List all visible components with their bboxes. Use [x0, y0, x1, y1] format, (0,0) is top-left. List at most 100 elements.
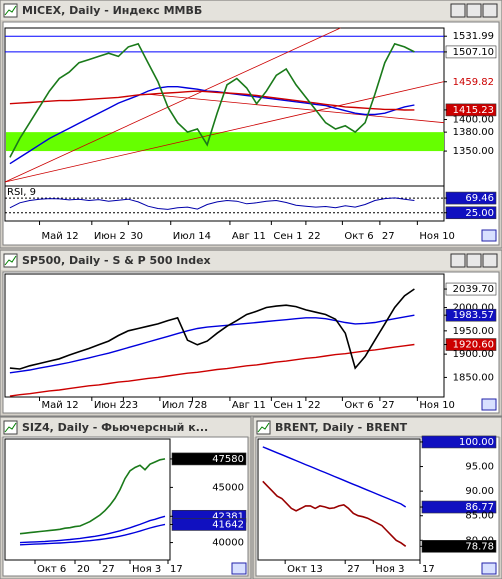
window-icon — [257, 422, 270, 433]
x-tick-label: 27 — [347, 564, 360, 575]
y-tick-label: 1380.00 — [453, 127, 494, 138]
window-icon — [4, 422, 17, 433]
x-tick-label: Окт 6 — [37, 564, 66, 575]
title-bar — [1, 1, 501, 20]
close-button[interactable] — [482, 253, 498, 268]
y-tick-label: 1415.23 — [453, 105, 494, 116]
chart-area — [2, 271, 500, 414]
window-title: BRENT, Daily - BRENT — [275, 421, 408, 434]
x-tick-label: Июн 2 — [94, 231, 126, 242]
y-tick-label: 1507.10 — [453, 47, 494, 58]
x-tick-label: Авг 11 — [232, 231, 266, 242]
price-line — [262, 480, 407, 547]
x-tick-label: Июн 2 — [94, 400, 126, 411]
moving-average — [19, 515, 166, 544]
rsi-line — [9, 197, 415, 210]
x-tick-label: 22 — [308, 400, 321, 411]
title-bar — [1, 251, 501, 270]
y-tick-label: 25.00 — [465, 208, 494, 219]
minimize-button[interactable] — [450, 3, 466, 18]
y-tick-label: 1400.00 — [453, 115, 494, 126]
y-tick-label: 1920.60 — [453, 340, 494, 351]
plot-border — [257, 438, 421, 561]
scale-button[interactable] — [231, 562, 247, 575]
x-tick-label: Сен 1 — [273, 231, 302, 242]
y-tick-label: 78.78 — [465, 541, 494, 552]
moving-average — [9, 343, 415, 397]
minimize-button[interactable] — [450, 253, 466, 268]
x-tick-label: Сен 1 — [273, 400, 302, 411]
maximize-button[interactable] — [466, 3, 482, 18]
trend-line — [148, 93, 445, 124]
x-tick-label: Ноя 3 — [375, 564, 404, 575]
y-tick-label: 2039.70 — [453, 284, 494, 295]
x-tick-label: 27 — [382, 231, 395, 242]
x-tick-label: 20 — [77, 564, 90, 575]
plot-border — [4, 438, 171, 561]
title-bar — [1, 418, 250, 437]
price-line — [19, 458, 166, 535]
y-tick-label: 1350.00 — [453, 146, 494, 157]
close-button[interactable] — [482, 3, 498, 18]
trend-line — [4, 81, 445, 183]
x-tick-label: Май 12 — [42, 400, 79, 411]
y-tick-label: 69.46 — [465, 193, 494, 204]
y-tick-label: 1900.00 — [453, 349, 494, 360]
x-tick-label: 28 — [194, 400, 207, 411]
x-tick-label: 27 — [382, 400, 395, 411]
scale-button[interactable] — [481, 398, 497, 411]
plot-border — [4, 27, 445, 222]
y-tick-label: 100.00 — [459, 437, 494, 448]
x-tick-label: 27 — [102, 564, 115, 575]
x-tick-label: Окт 6 — [344, 400, 373, 411]
x-tick-label: Ноя 10 — [419, 400, 455, 411]
window-icon — [4, 255, 17, 266]
window-title: SP500, Daily - S & P 500 Index — [22, 254, 211, 267]
moving-average — [9, 314, 415, 374]
y-tick-label: 95.00 — [465, 462, 494, 473]
y-tick-label: 47580 — [212, 454, 244, 465]
x-tick-label: Окт 13 — [287, 564, 323, 575]
zone — [6, 132, 444, 152]
maximize-button[interactable] — [466, 253, 482, 268]
y-tick-label: 1950.00 — [453, 326, 494, 337]
y-tick-label: 86.77 — [465, 502, 494, 513]
x-tick-label: Июл 14 — [173, 231, 211, 242]
scale-button[interactable] — [481, 229, 497, 242]
x-tick-label: 23 — [125, 400, 138, 411]
window-title: MICEX, Daily - Индекс ММВБ — [22, 4, 202, 17]
y-tick-label: 2000.00 — [453, 303, 494, 314]
scale-button[interactable] — [481, 562, 497, 575]
x-tick-label: 30 — [130, 231, 143, 242]
x-tick-label: Окт 6 — [344, 231, 373, 242]
x-tick-label: 22 — [308, 231, 321, 242]
rsi-label: RSI, 9 — [7, 187, 36, 198]
window-title: SIZ4, Daily - Фьючерсный к... — [22, 421, 208, 434]
moving-average — [262, 446, 407, 508]
y-tick-label: 42381 — [212, 511, 244, 522]
y-tick-label: 41642 — [212, 519, 244, 530]
y-tick-label: 40000 — [212, 538, 244, 549]
price-line — [9, 42, 415, 158]
x-tick-label: Ноя 10 — [419, 231, 455, 242]
moving-average — [9, 90, 415, 111]
x-tick-label: 17 — [422, 564, 435, 575]
y-tick-label: 1531.99 — [453, 31, 494, 42]
x-tick-label: Май 12 — [42, 231, 79, 242]
x-tick-label: Июл 7 — [162, 400, 194, 411]
x-tick-label: 17 — [170, 564, 183, 575]
title-bar — [254, 418, 501, 437]
plot-border — [4, 273, 445, 398]
x-tick-label: Авг 11 — [232, 400, 266, 411]
trend-line — [4, 27, 341, 183]
moving-average — [19, 523, 166, 546]
y-tick-label: 85.00 — [465, 511, 494, 522]
x-tick-label: Ноя 3 — [132, 564, 161, 575]
window-icon — [4, 5, 17, 16]
y-tick-label: 1850.00 — [453, 372, 494, 383]
y-tick-label: 1983.57 — [453, 310, 494, 321]
price-line — [9, 288, 415, 370]
y-tick-label: 1459.82 — [453, 77, 494, 88]
